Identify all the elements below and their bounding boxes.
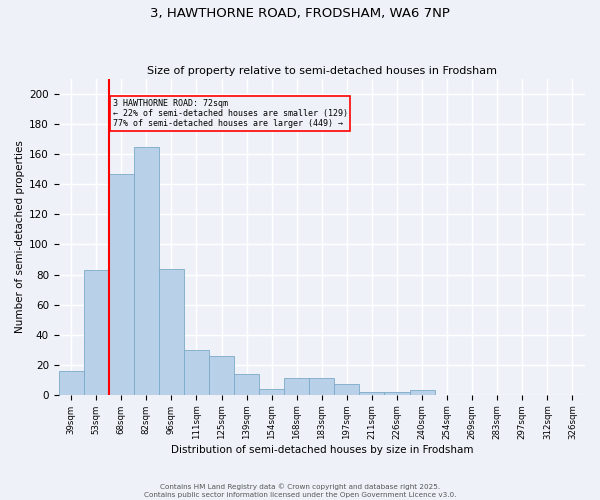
Bar xyxy=(284,378,309,395)
Bar xyxy=(84,270,109,395)
Bar xyxy=(234,374,259,395)
Bar xyxy=(209,356,234,395)
Bar xyxy=(334,384,359,395)
Title: Size of property relative to semi-detached houses in Frodsham: Size of property relative to semi-detach… xyxy=(147,66,497,76)
Bar xyxy=(159,268,184,395)
Bar xyxy=(59,371,84,395)
Text: 3 HAWTHORNE ROAD: 72sqm
← 22% of semi-detached houses are smaller (129)
77% of s: 3 HAWTHORNE ROAD: 72sqm ← 22% of semi-de… xyxy=(113,98,347,128)
Bar xyxy=(309,378,334,395)
Bar xyxy=(109,174,134,395)
Bar xyxy=(184,350,209,395)
X-axis label: Distribution of semi-detached houses by size in Frodsham: Distribution of semi-detached houses by … xyxy=(170,445,473,455)
Y-axis label: Number of semi-detached properties: Number of semi-detached properties xyxy=(15,140,25,334)
Text: 3, HAWTHORNE ROAD, FRODSHAM, WA6 7NP: 3, HAWTHORNE ROAD, FRODSHAM, WA6 7NP xyxy=(150,8,450,20)
Bar xyxy=(410,390,434,395)
Bar xyxy=(359,392,385,395)
Text: Contains HM Land Registry data © Crown copyright and database right 2025.
Contai: Contains HM Land Registry data © Crown c… xyxy=(144,484,456,498)
Bar xyxy=(385,392,410,395)
Bar xyxy=(259,389,284,395)
Bar xyxy=(134,146,159,395)
